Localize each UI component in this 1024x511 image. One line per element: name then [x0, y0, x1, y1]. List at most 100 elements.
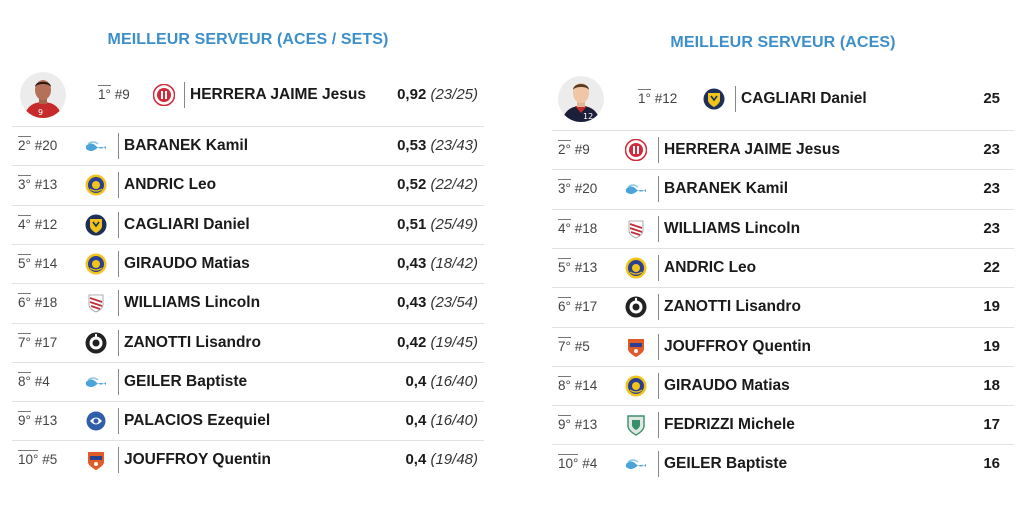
player-name[interactable]: ZANOTTI Lisandro [664, 298, 801, 316]
leaderboard-row[interactable]: 7° #17 ZANOTTI Lisandro 0,42 (19/45) [12, 322, 484, 363]
leader-row[interactable]: 9 1° #9 HERRERA JAIME Jesus 0,92 (23/25) [12, 68, 484, 126]
rank-label: 10° #5 [18, 450, 57, 468]
stat-value: 23 [983, 141, 1000, 158]
leaderboard-row[interactable]: 8° #14 GIRAUDO Matias 18 [552, 365, 1014, 406]
player-name[interactable]: GEILER Baptiste [664, 455, 788, 473]
player-name[interactable]: PALACIOS Ezequiel [124, 412, 271, 430]
team-logo-yellow-shield-icon [85, 214, 107, 236]
stat-value: 0,42 (19/45) [397, 333, 478, 351]
rank-position: 7° [18, 332, 31, 350]
stat-ratio: (18/42) [430, 254, 478, 272]
stat-value: 23 [983, 219, 1000, 237]
separator [118, 290, 119, 317]
stat-value: 0,52 (22/42) [397, 176, 478, 194]
leaderboard-row[interactable]: 10° #5 JOUFFROY Quentin 0,4 (19/48) [12, 440, 484, 480]
leader-row[interactable]: 12 1° #12 CAGLIARI Daniel 25 [552, 72, 1014, 130]
jersey-number: #13 [34, 413, 58, 429]
leaderboard-row[interactable]: 2° #20 BARANEK Kamil 0,53 (23/43) [12, 126, 484, 166]
rank-label: 3° #20 [558, 179, 597, 197]
team-logo-red-icon [152, 83, 176, 107]
rank-label: 5° #13 [558, 257, 597, 275]
leaderboard-row[interactable]: 5° #13 ANDRIC Leo 22 [552, 247, 1014, 288]
player-name[interactable]: GIRAUDO Matias [124, 254, 250, 272]
player-name[interactable]: WILLIAMS Lincoln [124, 294, 261, 312]
player-name[interactable]: JOUFFROY Quentin [124, 451, 271, 469]
player-name[interactable]: BARANEK Kamil [664, 180, 789, 198]
rank-position: 7° [558, 336, 571, 354]
jersey-number: #18 [34, 295, 58, 311]
jersey-number: #9 [574, 142, 590, 157]
player-name[interactable]: JOUFFROY Quentin [664, 337, 811, 355]
separator [118, 172, 119, 199]
leaderboard-row[interactable]: 3° #13 ANDRIC Leo 0,52 (22/42) [12, 165, 484, 205]
rank-position: 3° [18, 175, 31, 193]
stat-ratio: (16/40) [430, 412, 478, 430]
player-name[interactable]: ANDRIC Leo [664, 258, 757, 276]
rank-label: 8° #4 [18, 371, 50, 389]
separator [658, 294, 659, 321]
leaderboard-row[interactable]: 5° #14 GIRAUDO Matias 0,43 (18/42) [12, 243, 484, 284]
separator [735, 86, 736, 112]
leaderboard-row[interactable]: 10° #4 GEILER Baptiste 16 [552, 444, 1014, 484]
rank-label: 2° #9 [558, 140, 590, 157]
stat-ratio: (23/54) [430, 294, 478, 312]
leaderboard-row[interactable]: 9° #13 PALACIOS Ezequiel 0,4 (16/40) [12, 401, 484, 441]
jersey-number: #18 [574, 220, 598, 236]
stat-ratio: (19/48) [430, 451, 478, 469]
rank-position: 5° [558, 257, 571, 275]
player-name[interactable]: HERRERA JAIME Jesus [664, 141, 841, 158]
stat-value: 0,4 (16/40) [405, 412, 478, 430]
jersey-number: #5 [574, 338, 590, 354]
separator [118, 211, 119, 238]
player-name[interactable]: CAGLIARI Daniel [124, 215, 250, 233]
jersey-number: #13 [34, 177, 58, 193]
team-logo-yellow-shield-icon [703, 88, 725, 110]
team-logo-red-stripes-icon [625, 218, 647, 240]
player-name[interactable]: FEDRIZZI Michele [664, 416, 795, 434]
team-logo-red-icon [624, 138, 648, 162]
rank-position: 8° [18, 371, 31, 389]
player-name[interactable]: CAGLIARI Daniel [741, 90, 867, 107]
rank-label: 8° #14 [558, 375, 597, 393]
leaderboard-row[interactable]: 8° #4 GEILER Baptiste 0,4 (16/40) [12, 361, 484, 402]
jersey-number: #12 [34, 216, 58, 232]
rank-label: 1° #9 [98, 85, 130, 102]
player-name[interactable]: ZANOTTI Lisandro [124, 333, 261, 351]
leaderboard-row[interactable]: 2° #9 HERRERA JAIME Jesus 23 [552, 130, 1014, 170]
player-name[interactable]: GEILER Baptiste [124, 372, 248, 390]
rank-position: 4° [558, 218, 571, 236]
leaderboard-row[interactable]: 4° #12 CAGLIARI Daniel 0,51 (25/49) [12, 204, 484, 245]
leaderboard-row[interactable]: 4° #18 WILLIAMS Lincoln 23 [552, 208, 1014, 249]
player-name[interactable]: GIRAUDO Matias [664, 376, 790, 394]
leaderboard-row[interactable]: 6° #18 WILLIAMS Lincoln 0,43 (23/54) [12, 283, 484, 323]
rank-label: 1° #12 [638, 89, 677, 106]
stat-ratio: (23/43) [430, 137, 478, 154]
rank-position: 2° [18, 136, 31, 153]
separator [184, 82, 185, 108]
stat-value: 0,51 (25/49) [397, 215, 478, 233]
player-name[interactable]: HERRERA JAIME Jesus [190, 86, 367, 103]
leaderboard-row[interactable]: 3° #20 BARANEK Kamil 23 [552, 169, 1014, 209]
rank-position: 2° [558, 140, 571, 157]
separator [658, 215, 659, 242]
player-photo-avatar: 9 [20, 72, 66, 118]
rank-position: 1° [98, 85, 111, 102]
leaderboard-row[interactable]: 9° #13 FEDRIZZI Michele 17 [552, 405, 1014, 445]
player-name[interactable]: ANDRIC Leo [124, 176, 217, 194]
team-logo-orange-icon [85, 449, 107, 471]
separator [118, 408, 119, 435]
stat-ratio: (19/45) [430, 333, 478, 351]
player-name[interactable]: WILLIAMS Lincoln [664, 219, 801, 237]
jersey-number: #4 [34, 373, 50, 389]
separator [118, 329, 119, 356]
team-logo-wave-icon [625, 178, 647, 200]
separator [118, 447, 119, 474]
rank-position: 6° [558, 297, 571, 315]
leaderboard-row[interactable]: 7° #5 JOUFFROY Quentin 19 [552, 326, 1014, 367]
leaderboard-row[interactable]: 6° #17 ZANOTTI Lisandro 19 [552, 287, 1014, 327]
player-name[interactable]: BARANEK Kamil [124, 137, 249, 154]
stat-value: 18 [983, 376, 1000, 394]
team-logo-green-shield-icon [625, 414, 647, 436]
jersey-number: #17 [34, 334, 58, 350]
team-logo-navy-gold-icon [625, 375, 647, 397]
